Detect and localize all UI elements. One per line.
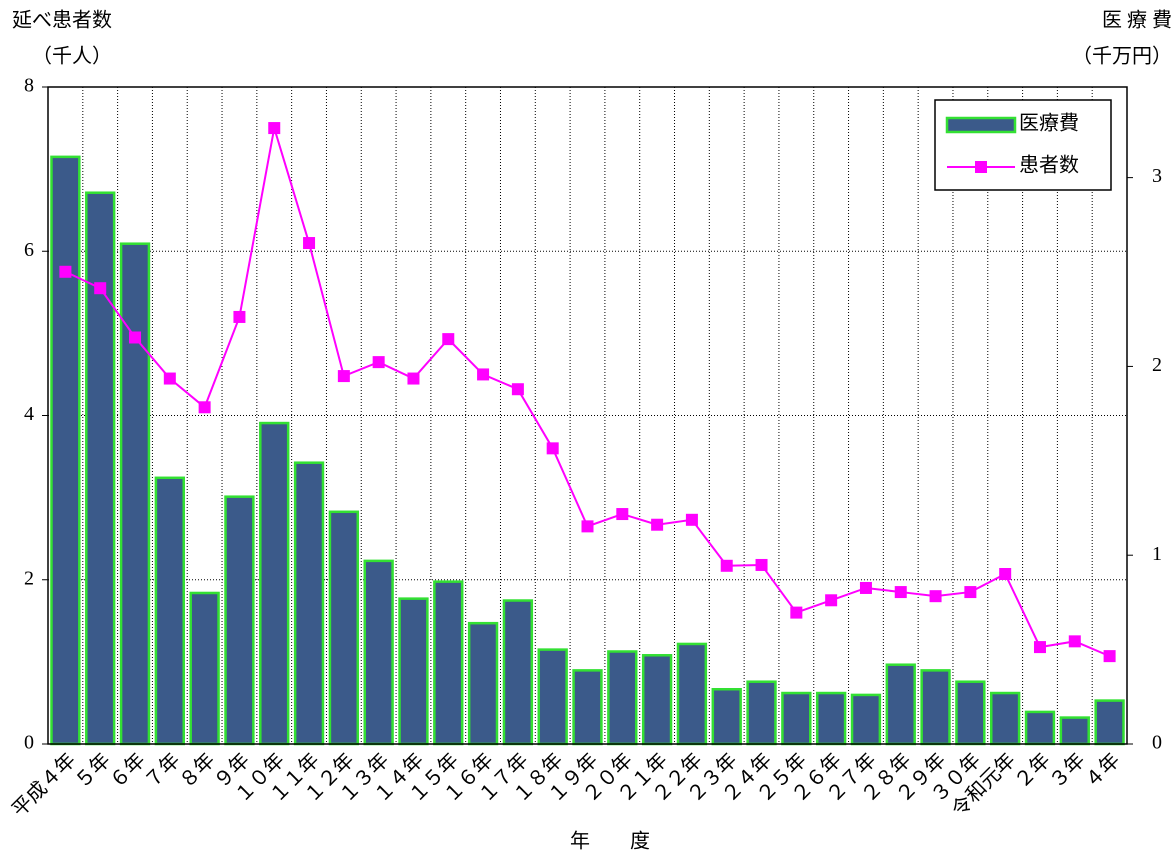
y-tick-label: 4 <box>24 403 34 425</box>
marker <box>825 594 838 607</box>
bar <box>259 421 290 746</box>
bar <box>398 597 429 746</box>
marker <box>268 122 281 135</box>
x-tick-label: 平成４年 <box>7 749 80 822</box>
bar <box>815 691 847 746</box>
y2-tick-label: 0 <box>1152 732 1162 754</box>
y2-tick-label: 3 <box>1152 165 1162 187</box>
marker <box>233 310 246 323</box>
marker <box>372 356 385 369</box>
legend-box <box>934 99 1112 191</box>
bar <box>328 510 360 746</box>
bar <box>955 680 986 746</box>
y-tick-label: 0 <box>24 732 34 754</box>
marker <box>755 558 768 571</box>
marker <box>442 333 455 346</box>
marker <box>477 368 490 381</box>
marker <box>616 508 629 521</box>
marker <box>1033 641 1046 654</box>
x-tick-label: ８年 <box>175 749 220 794</box>
marker <box>720 559 733 572</box>
bar <box>85 191 116 746</box>
bar <box>119 242 151 746</box>
marker <box>651 518 664 531</box>
legend-swatch <box>945 116 1017 134</box>
bar <box>920 669 951 746</box>
bar <box>641 654 673 746</box>
bar <box>607 650 638 746</box>
marker <box>999 568 1012 581</box>
marker <box>894 586 907 599</box>
plot-frame <box>47 86 1128 745</box>
bar <box>537 648 568 746</box>
marker <box>94 282 107 295</box>
bar <box>1024 710 1056 746</box>
marker <box>929 590 942 603</box>
marker <box>790 606 803 619</box>
bar <box>363 559 394 746</box>
marker <box>337 370 350 383</box>
marker <box>59 265 72 278</box>
y-axis-label: 延べ患者数 <box>12 9 112 32</box>
marker <box>1103 650 1116 663</box>
x-tick-label: ３年 <box>1045 749 1090 794</box>
marker <box>163 372 176 385</box>
marker <box>198 401 211 414</box>
bar <box>711 688 742 746</box>
marker <box>685 513 698 526</box>
bar <box>189 591 220 746</box>
bar <box>154 476 185 746</box>
y2-axis-label: 医 療 費 <box>1102 9 1172 32</box>
bar <box>1094 699 1125 746</box>
bar <box>850 693 882 746</box>
y-tick-label: 2 <box>24 567 34 589</box>
bar <box>502 599 534 746</box>
y-tick-label: 8 <box>24 75 34 97</box>
marker <box>129 331 142 344</box>
legend-marker <box>975 161 987 173</box>
marker <box>407 372 420 385</box>
x-tick-label: ７年 <box>140 749 185 794</box>
marker <box>581 520 594 533</box>
bar <box>676 642 708 746</box>
marker <box>546 442 559 455</box>
x-tick-label: ２年 <box>1010 749 1055 794</box>
bar <box>50 155 81 746</box>
bar <box>467 621 499 746</box>
legend-label: 医療費 <box>1019 112 1079 135</box>
bar <box>224 495 255 746</box>
bar <box>1059 716 1090 746</box>
marker <box>1068 635 1081 648</box>
x-tick-label: ４年 <box>1080 749 1125 794</box>
bar <box>293 461 325 746</box>
marker <box>303 237 316 250</box>
y2-tick-label: 2 <box>1152 354 1162 376</box>
marker <box>511 383 524 396</box>
x-tick-label: ５年 <box>70 749 115 794</box>
bar <box>746 680 777 746</box>
bar <box>990 691 1021 746</box>
x-tick-label: ６年 <box>105 749 150 794</box>
y2-axis-unit: （千万円） <box>1072 45 1172 68</box>
y-tick-label: 6 <box>24 239 34 261</box>
x-axis-label: 年 度 <box>570 830 650 853</box>
bar <box>572 669 603 746</box>
legend-label: 患者数 <box>1019 154 1079 177</box>
bar <box>781 691 812 746</box>
y-axis-unit: （千人） <box>32 45 112 68</box>
bar <box>885 663 916 746</box>
marker <box>964 586 977 599</box>
bar <box>433 580 464 746</box>
y2-tick-label: 1 <box>1152 543 1162 565</box>
marker <box>859 581 872 594</box>
